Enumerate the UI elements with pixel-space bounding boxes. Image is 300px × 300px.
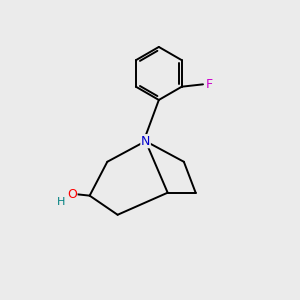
Text: H: H [57,197,65,207]
Text: F: F [205,78,212,91]
Text: N: N [141,135,150,148]
Text: O: O [67,188,77,201]
